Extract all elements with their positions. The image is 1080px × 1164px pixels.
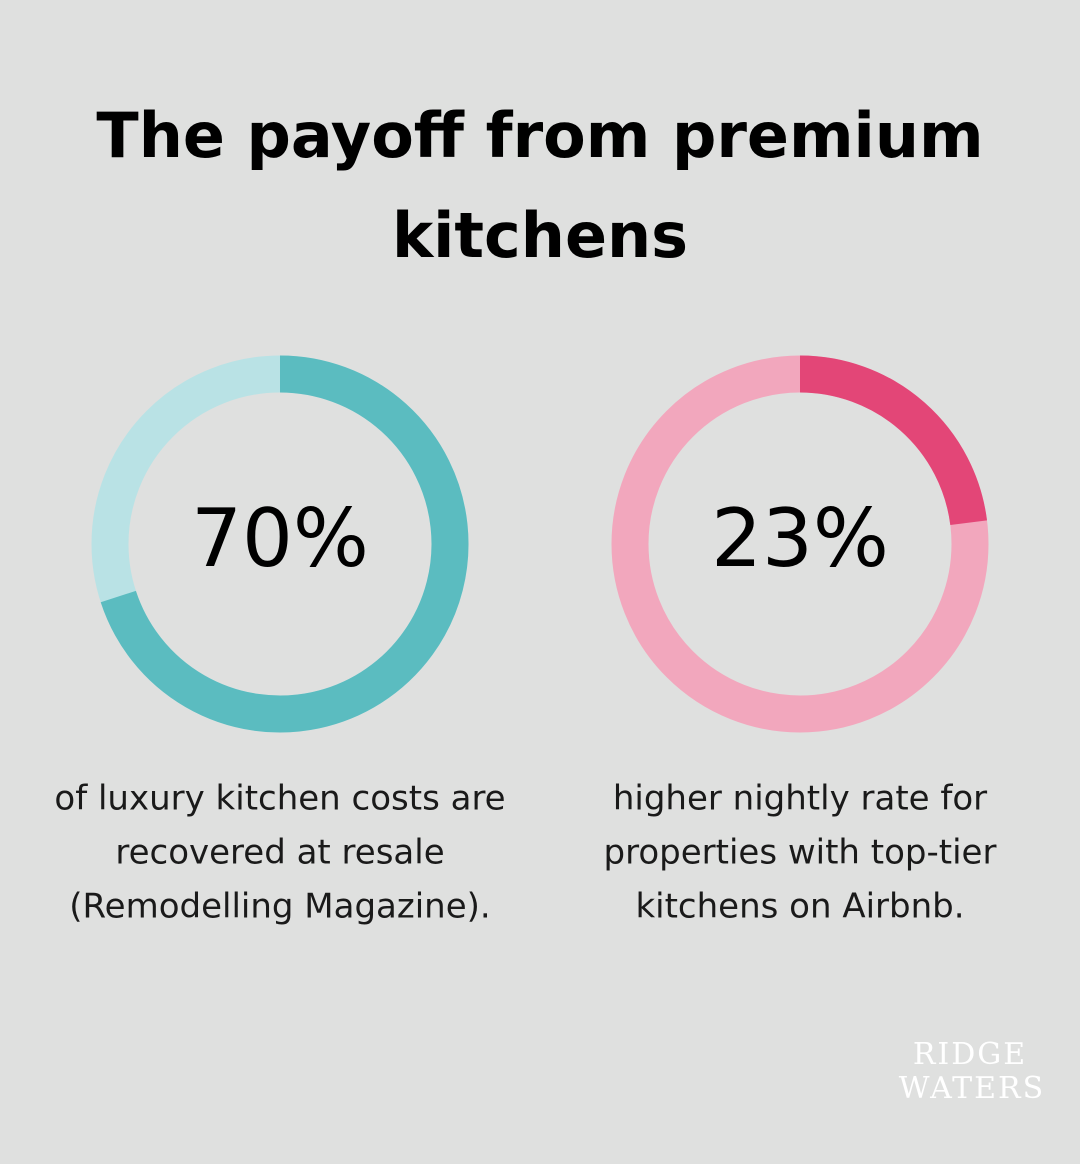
value-label: 23% — [711, 492, 889, 585]
caption-line: higher nightly rate for — [613, 779, 987, 819]
caption-line: properties with top-tier — [604, 833, 997, 873]
caption-line: of luxury kitchen costs are — [54, 779, 505, 819]
donut-arc — [799, 355, 988, 526]
title-line: kitchens — [392, 199, 688, 272]
title-line: The payoff from premium — [96, 99, 983, 172]
logo-line: RIDGE — [913, 1037, 1027, 1072]
value-label: 70% — [191, 492, 369, 585]
logo-line: WATERS — [899, 1071, 1045, 1106]
donut-arc — [100, 355, 469, 733]
caption-line: (Remodelling Magazine). — [69, 887, 490, 927]
caption-line: kitchens on Airbnb. — [635, 887, 964, 927]
caption-line: recovered at resale — [115, 833, 444, 873]
